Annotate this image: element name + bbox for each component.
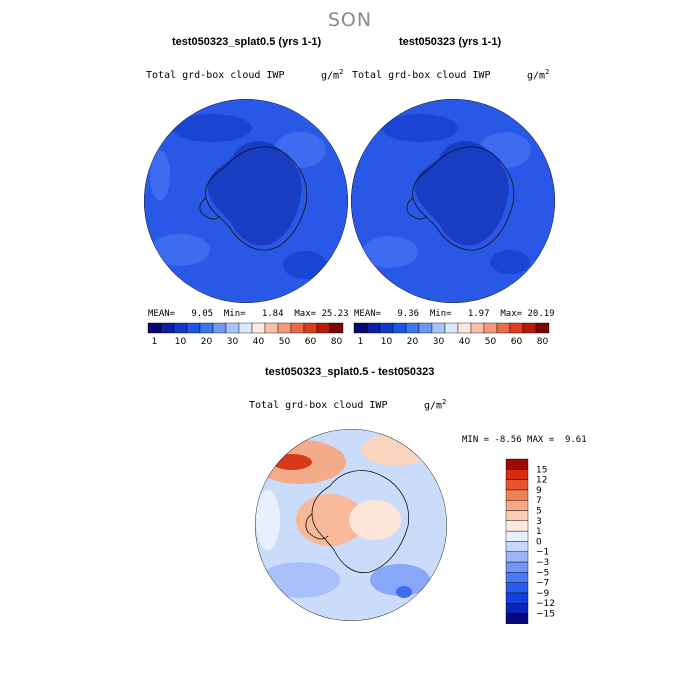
colorbar-swatch: [505, 561, 529, 573]
colorbar-swatch: [457, 322, 472, 334]
colorbar-tick-label: 30: [433, 337, 445, 347]
variable-label-left: Total grd-box cloud IWP: [146, 70, 285, 81]
colorbar-tick-label: 0: [536, 537, 542, 547]
colorbar-swatch: [505, 530, 529, 542]
colorbar-swatch: [212, 322, 227, 334]
diff-variable-label: Total grd-box cloud IWP: [249, 400, 388, 411]
polar-map-right: [351, 99, 555, 303]
colorbar-tick-label: 80: [537, 337, 549, 347]
diff-title: test050323_splat0.5 - test050323: [265, 366, 435, 378]
panel-title-right: test050323 (yrs 1-1): [399, 36, 502, 48]
colorbar-swatch: [505, 582, 529, 594]
colorbar-swatch: [147, 322, 162, 334]
colorbar-tick-label: −3: [536, 558, 549, 568]
stats-left: MEAN= 9.05 Min= 1.84 Max= 25.23: [148, 309, 349, 319]
colorbar-swatch: [505, 541, 529, 552]
colorbar-tick-label: 1: [536, 527, 542, 537]
colorbar-tick-label: 15: [536, 465, 547, 475]
colorbar-swatch: [505, 500, 529, 511]
colorbar-swatch: [509, 322, 524, 334]
colorbar-swatch: [366, 322, 381, 334]
polar-map-difference: [255, 429, 447, 621]
colorbar-swatch: [431, 322, 446, 334]
colorbar-tick-label: 3: [536, 517, 542, 527]
colorbar-tick-label: 50: [279, 337, 291, 347]
colorbar-tick-label: 20: [201, 337, 213, 347]
colorbar-swatch: [505, 613, 529, 625]
colorbar-swatch: [264, 322, 279, 334]
variable-label-right: Total grd-box cloud IWP: [352, 70, 491, 81]
colorbar-swatch: [238, 322, 253, 334]
colorbar-left: 1 10 20 30 40 50 60 80: [147, 322, 344, 347]
colorbar-tick-label: 50: [485, 337, 497, 347]
colorbar-tick-label: 5: [536, 507, 542, 517]
colorbar-swatch: [199, 322, 214, 334]
colorbar-swatch: [522, 322, 537, 334]
colorbar-swatch: [353, 322, 368, 334]
colorbar-swatch: [225, 322, 240, 334]
colorbar-tick-label: 60: [511, 337, 523, 347]
units-label-left: g/m2: [321, 68, 344, 82]
colorbar-tick-label: 10: [175, 337, 187, 347]
colorbar-swatch: [505, 602, 529, 614]
colorbar-tick-label: 30: [227, 337, 239, 347]
colorbar-swatch: [418, 322, 433, 334]
colorbar-swatch: [505, 592, 529, 604]
colorbar-swatch: [505, 510, 529, 522]
colorbar-swatch: [535, 322, 550, 334]
colorbar-right: 1 10 20 30 40 50 60 80: [353, 322, 550, 347]
colorbar-swatch: [496, 322, 511, 334]
colorbar-swatch: [505, 520, 529, 532]
colorbar-tick-label: 1: [152, 337, 158, 347]
colorbar-tick-label: −9: [536, 589, 550, 599]
colorbar-swatch: [160, 322, 175, 334]
colorbar-tick-label: −12: [536, 599, 555, 609]
colorbar-swatch: [470, 322, 485, 334]
colorbar-tick-label: −15: [536, 610, 555, 620]
colorbar-swatch: [329, 322, 344, 334]
colorbar-swatch: [303, 322, 318, 334]
colorbar-swatch: [392, 322, 407, 334]
colorbar-tick-label: 40: [253, 337, 265, 347]
colorbar-swatch: [444, 322, 459, 334]
colorbar-swatch: [379, 322, 394, 334]
stats-right: MEAN= 9.36 Min= 1.97 Max= 20.19: [354, 309, 555, 319]
colorbar-swatch: [173, 322, 188, 334]
diff-minmax: MIN = -8.56 MAX = 9.61: [462, 435, 587, 445]
colorbar-swatch: [505, 572, 529, 583]
colorbar-swatch: [505, 489, 529, 501]
colorbar-swatch: [505, 469, 529, 480]
colorbar-swatch: [505, 458, 529, 470]
colorbar-tick-label: 7: [536, 496, 542, 506]
colorbar-swatch: [251, 322, 266, 334]
polar-map-left: [144, 99, 348, 303]
colorbar-tick-label: 80: [331, 337, 343, 347]
units-label-right: g/m2: [527, 68, 550, 82]
colorbar-tick-label: −7: [536, 579, 549, 589]
colorbar-tick-label: 20: [407, 337, 419, 347]
colorbar-tick-label: 1: [358, 337, 364, 347]
colorbar-tick-label: 10: [381, 337, 393, 347]
colorbar-tick-label: 12: [536, 476, 547, 486]
colorbar-swatch: [483, 322, 498, 334]
colorbar-tick-label: 40: [459, 337, 471, 347]
colorbar-tick-label: −1: [536, 548, 549, 558]
colorbar-swatch: [290, 322, 305, 334]
diff-units-label: g/m2: [424, 398, 447, 412]
colorbar-swatch: [277, 322, 292, 334]
panel-title-left: test050323_splat0.5 (yrs 1-1): [172, 36, 322, 48]
colorbar-tick-label: −5: [536, 568, 549, 578]
colorbar-tick-label: 60: [305, 337, 317, 347]
season-title: SON: [327, 9, 373, 31]
colorbar-swatch: [316, 322, 331, 334]
colorbar-swatch: [505, 479, 529, 491]
colorbar-swatch: [186, 322, 201, 334]
colorbar-tick-label: 9: [536, 486, 542, 496]
colorbar-swatch: [505, 551, 529, 563]
colorbar-swatch: [405, 322, 420, 334]
